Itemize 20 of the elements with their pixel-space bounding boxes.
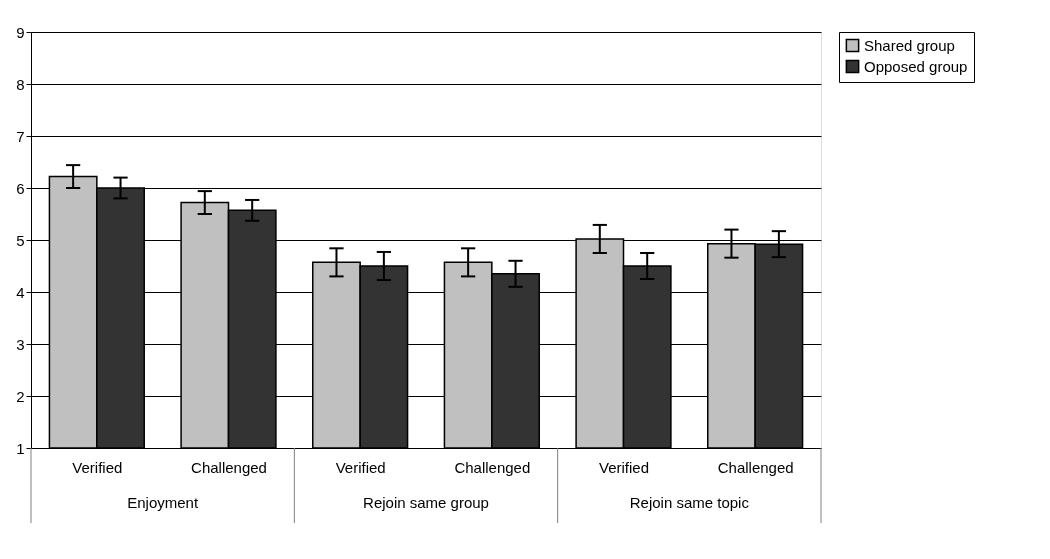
y-tick-label: 1	[16, 439, 25, 457]
x-tick-label: Challenged	[191, 458, 267, 476]
y-tick-label: 3	[16, 335, 25, 353]
y-tick-label: 2	[16, 387, 25, 405]
y-tick-label: 8	[16, 75, 25, 93]
y-tick-label: 7	[16, 127, 25, 145]
x-tick-label: Challenged	[717, 458, 794, 476]
legend-label: Opposed group	[864, 57, 968, 75]
y-tick-label: 6	[16, 179, 25, 197]
text: Rejoin same topic	[629, 494, 750, 511]
y-tick-label: 5	[16, 231, 25, 249]
y-tick-label: 9	[16, 23, 25, 41]
text: Enjoyment	[127, 494, 199, 511]
x-tick-label: Verified	[335, 458, 386, 476]
x-tick-label: Verified	[598, 458, 650, 476]
y-tick-label: 4	[16, 283, 25, 301]
x-tick-label: Challenged	[454, 458, 531, 476]
legend-label: Shared group	[864, 36, 955, 54]
text: Rejoin same group	[363, 494, 489, 511]
x-tick-label: Verified	[72, 458, 123, 476]
